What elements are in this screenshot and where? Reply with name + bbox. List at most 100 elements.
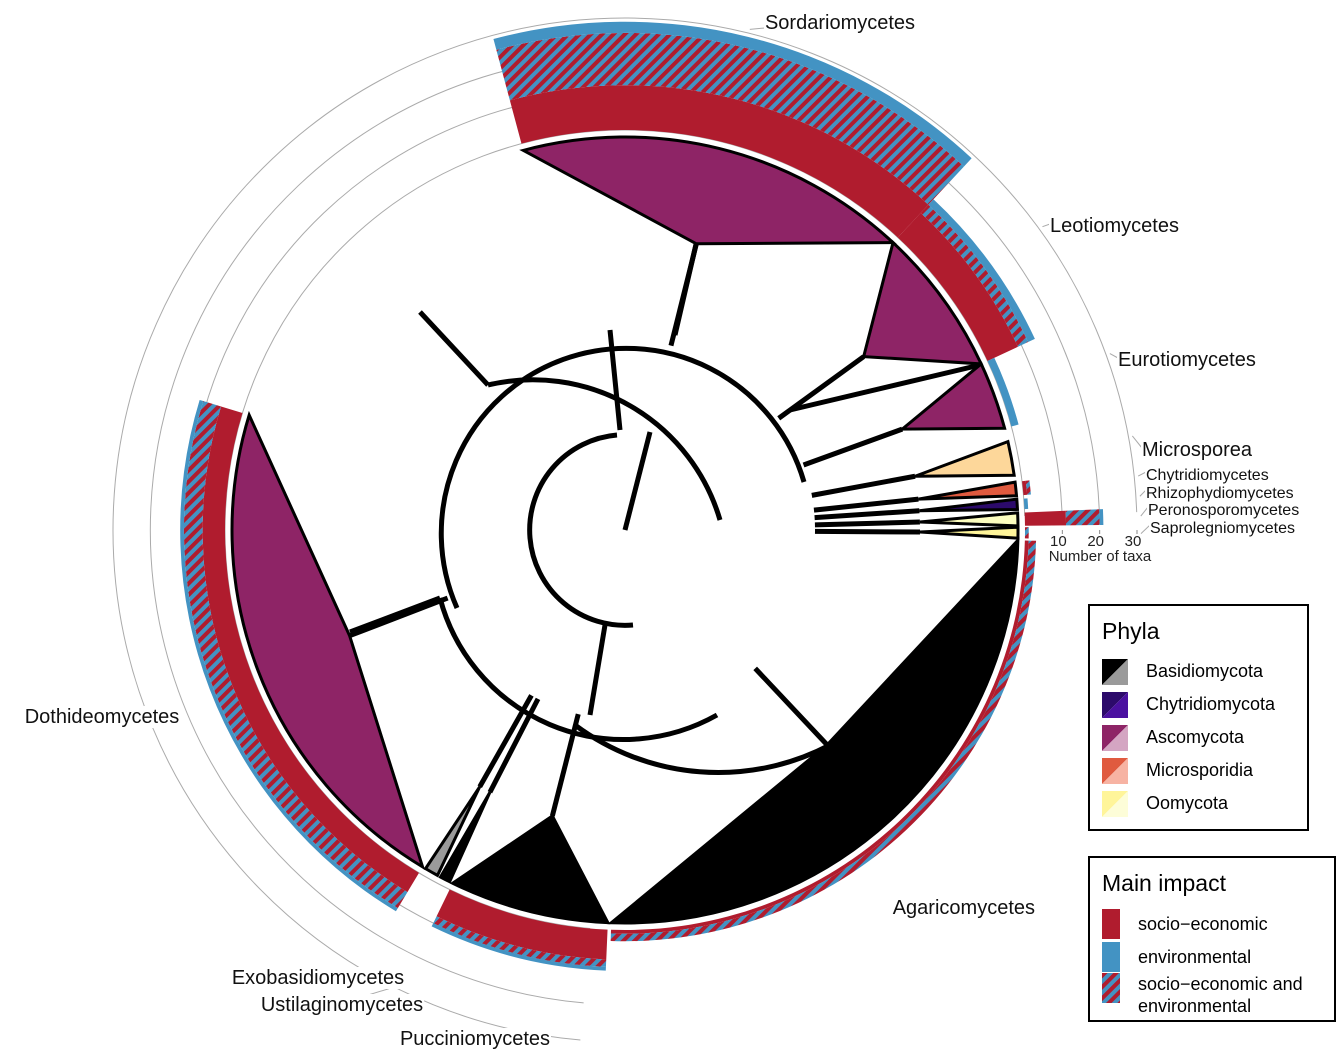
legend-label: environmental [1138,946,1252,967]
swatch-light [1102,691,1128,718]
tree-branch [813,496,919,513]
leader-line [1140,524,1151,534]
axis-label: Number of taxa [1049,548,1152,565]
legend-swatch [1102,790,1128,817]
class-label: Pucciniomycetes [400,1028,550,1050]
legend-swatch [1102,724,1128,751]
impact-bar [493,21,972,167]
impact-bar [436,889,608,960]
impact-bar [431,923,606,971]
leader-line [1139,489,1147,497]
legend-item: Ascomycota [1102,721,1295,754]
swatch-light [1102,724,1128,751]
tick-label: 30 [1125,533,1142,550]
impact-bar [509,85,929,238]
impact-bar [1025,480,1031,495]
class-label: Exobasidiomycetes [232,967,404,989]
impact-bar [1024,510,1067,526]
tree-branch [477,694,534,788]
legend-swatch [1102,658,1128,685]
legend-item: socio−economic [1102,907,1322,940]
clade-wedge [438,791,492,884]
leader-line [1042,223,1051,228]
clade-wedge [919,525,1020,540]
tree-branch [487,377,723,521]
impact-bar [433,916,607,967]
tree-branch [438,345,807,610]
impact-bar [897,212,1018,361]
tree-branch [802,426,904,468]
tree-branch [349,595,441,635]
class-label: Ustilaginomycetes [261,994,423,1016]
tree-branch [668,243,699,347]
label-bg [1145,485,1295,502]
swatch-light [1102,757,1128,784]
tick-label: 10 [1050,533,1067,550]
legend-item: Basidiomycota [1102,655,1295,688]
label-bg [23,706,181,728]
legend-label: Ascomycota [1146,727,1245,747]
swatch [1102,941,1120,972]
tree-branch [587,624,608,716]
legend-item: Oomycota [1102,787,1295,820]
clade-wedge [914,439,1016,478]
clade-wedge [607,536,1020,925]
tree-branch [437,597,719,742]
class-label: Leotiomycetes [1050,215,1179,237]
class-label: Dothideomycetes [25,706,180,728]
grid-ring [149,54,1100,1004]
tree-branch [418,310,490,387]
swatch [1102,973,1120,1003]
legend-item: environmental [1102,940,1322,973]
label-bg [891,897,1036,919]
clade-wedge [230,410,426,871]
tree-branch [753,666,829,747]
impact-bar [202,406,419,893]
label-bg [1147,502,1301,519]
label-bg [259,994,425,1016]
clade-wedge [918,480,1019,501]
clade-wedge [861,239,984,366]
swatch [1102,908,1120,939]
legend-swatch [1102,691,1128,718]
impact-bar [1065,509,1100,526]
clade-wedge [423,785,482,878]
tree-branch [607,329,623,431]
class-label: Eurotiomycetes [1118,349,1256,371]
label-bg [230,967,406,989]
class-label: Rhizophydiomycetes [1146,485,1294,502]
baseline-ring [224,129,1026,929]
tree-branch [814,519,920,528]
impact-bar [1022,480,1028,496]
tree-branch [622,431,653,531]
clade-wedge [519,135,897,246]
legend-label: socio−economic and environmental [1138,974,1303,1016]
impact-bar [183,401,408,909]
class-label: Saprolegniomycetes [1150,520,1295,537]
legend-item: Microsporidia [1102,754,1295,787]
label-bg [1049,215,1180,237]
class-label: Microsporea [1142,439,1253,461]
class-label: Peronosporomycetes [1148,502,1299,519]
legend-label: Basidiomycota [1146,661,1264,681]
legend-label: socio−economic [1138,913,1268,934]
tree-branch [527,432,634,628]
leader-line [1137,471,1147,477]
class-label: Sordariomycetes [765,12,915,34]
tree-branch [348,595,449,639]
leader-line [1140,506,1149,517]
legend-swatch [1102,908,1120,939]
class-label: Chytridiomycetes [1146,467,1269,484]
phyla-legend: Phyla Basidiomycota Chytridiomycota Ascomy… [1088,604,1309,831]
tree-branch [789,362,981,413]
clade-wedge [919,511,1020,528]
label-bg [1141,439,1254,461]
impact-bar [496,32,964,205]
clade-wedge [919,497,1020,513]
clade-wedge [897,361,1007,431]
legend-swatch [1102,973,1120,1003]
legend-title: Phyla [1102,618,1160,644]
label-bg [398,1028,552,1050]
